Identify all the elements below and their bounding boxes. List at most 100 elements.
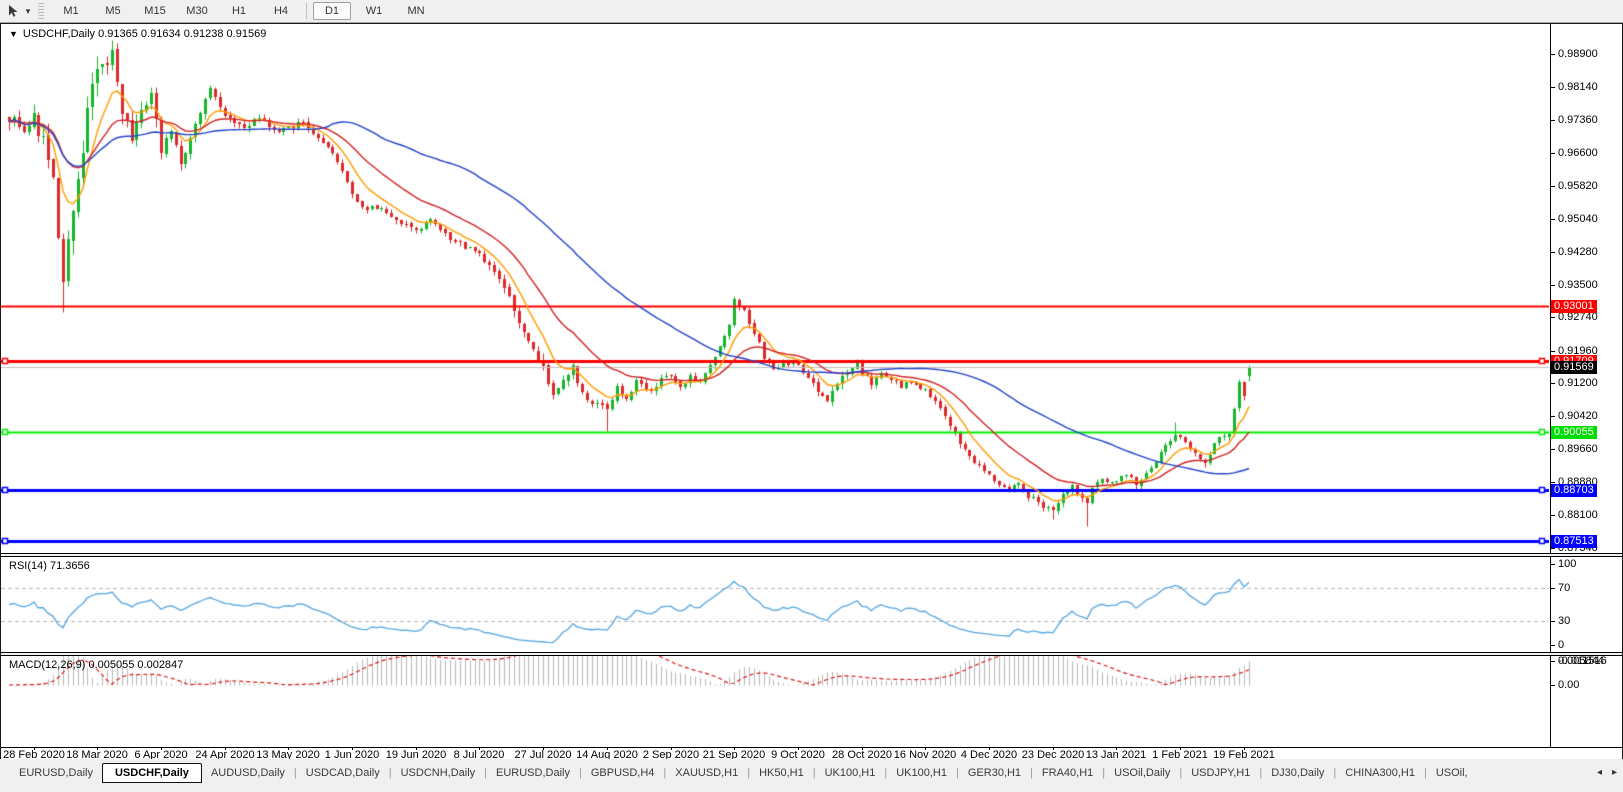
tick-dash: [1551, 251, 1555, 253]
symbol-tab-fra40-h1[interactable]: FRA40,H1: [1041, 767, 1094, 779]
symbol-tab-hk50-h1[interactable]: HK50,H1: [759, 767, 804, 779]
tick-dash: [1551, 54, 1555, 56]
symbol-tab-usoil-[interactable]: USOil,: [1435, 767, 1468, 779]
symbol-tab-eurusd-daily[interactable]: EURUSD,Daily: [496, 767, 570, 779]
timeframe-button-d1[interactable]: D1: [313, 2, 351, 20]
rsi-canvas[interactable]: [1, 557, 1549, 652]
rsi-pane: RSI(14) 71.3656: [1, 556, 1550, 653]
tick-dash: [1551, 86, 1555, 88]
tab-separator: |: [1333, 767, 1337, 779]
macd-canvas[interactable]: [1, 656, 1549, 747]
date-label: 1 Feb 2021: [1152, 749, 1208, 761]
symbol-tab-audusd-daily[interactable]: AUDUSD,Daily: [210, 767, 285, 779]
tab-separator: |: [1179, 767, 1183, 779]
timeframe-button-mn[interactable]: MN: [407, 5, 425, 17]
tab-separator: |: [663, 767, 667, 779]
tick-dash: [1551, 482, 1555, 484]
time-tick: [479, 747, 480, 750]
symbol-tab-uk100-h1[interactable]: UK100,H1: [896, 767, 947, 779]
tick-dash: [1551, 317, 1555, 319]
symbol-tab-china300-h1[interactable]: CHINA300,H1: [1345, 767, 1415, 779]
price-scale-rsi[interactable]: 100 70 30 0: [1550, 556, 1622, 653]
tab-separator: |: [1030, 767, 1033, 779]
date-label: 19 Feb 2021: [1213, 749, 1275, 761]
symbol-tab-uk100-h1[interactable]: UK100,H1: [824, 767, 876, 779]
timeframe-button-m1[interactable]: M1: [63, 5, 79, 17]
timeframe-button-m5[interactable]: M5: [105, 5, 121, 17]
toolbar-dropdown-arrow-icon[interactable]: ▾: [25, 5, 31, 16]
tick-dash: [1551, 416, 1555, 418]
toolbar-separator: [306, 3, 307, 19]
date-label: 24 Apr 2020: [195, 749, 255, 761]
time-tick: [1244, 747, 1245, 750]
tick-dash: [1551, 448, 1555, 450]
time-tick: [862, 747, 863, 750]
tab-scroll-right-icon[interactable]: ▸: [1611, 767, 1617, 778]
time-tick: [925, 747, 926, 750]
time-tick: [225, 747, 226, 750]
tab-separator: |: [1259, 767, 1263, 779]
tick-dash: [1551, 120, 1555, 122]
time-scale[interactable]: 28 Feb 2020 18 Mar 2020 6 Apr 2020 24 Apr 2…: [1, 747, 1622, 761]
timeframe-button-m15[interactable]: M15: [144, 5, 166, 17]
symbol-tab-usoil-daily[interactable]: USOil,Daily: [1114, 767, 1171, 779]
symbol-tab-dj30-daily[interactable]: DJ30,Daily: [1271, 767, 1325, 779]
tick-dash: [1551, 383, 1555, 385]
symbol-tab-eurusd-daily[interactable]: EURUSD,Daily: [19, 767, 93, 779]
timeframe-button-m30[interactable]: M30: [186, 5, 208, 17]
symbol-tab-usdcnh-daily[interactable]: USDCNH,Daily: [400, 767, 476, 779]
date-label: 6 Apr 2020: [134, 749, 188, 761]
timeframe-button-h4[interactable]: H4: [273, 5, 289, 17]
time-tick: [352, 747, 353, 750]
time-tick: [97, 747, 98, 750]
tick-dash: [1551, 185, 1555, 187]
price-chart-canvas[interactable]: [1, 24, 1549, 552]
symbol-tabbar: EURUSD,Daily USDCHF,Daily AUDUSD,Daily | USD…: [0, 759, 1623, 792]
price-level-badge: 0.90055: [1551, 425, 1597, 439]
rsi-label: RSI(14) 71.3656: [9, 560, 90, 572]
time-tick: [1116, 747, 1117, 750]
time-tick: [989, 747, 990, 750]
price-scale-main[interactable]: 0.98900 0.98140 0.97360 0.96600 0.95820 0.950…: [1550, 24, 1622, 554]
time-tick: [288, 747, 289, 750]
date-label: 9 Oct 2020: [771, 749, 825, 761]
symbol-tab-usdchf-daily[interactable]: USDCHF,Daily: [101, 763, 202, 783]
macd-pane: MACD(12,26,9) 0.005055 0.002847: [1, 655, 1550, 748]
tab-separator: |: [578, 767, 582, 779]
symbol-tab-usdjpy-h1[interactable]: USDJPY,H1: [1191, 767, 1251, 779]
date-label: 27 Jul 2020: [514, 749, 572, 761]
chart-window: ▼ USDCHF,Daily 0.91365 0.91634 0.91238 0.…: [0, 23, 1623, 761]
tick-dash: [1551, 547, 1555, 549]
tick-dash: [1551, 152, 1555, 154]
price-level-badge: 0.93001: [1551, 300, 1597, 314]
tick-dash: [1551, 284, 1555, 286]
collapse-arrow-icon[interactable]: ▼: [9, 29, 18, 39]
date-label: 2 Sep 2020: [642, 749, 700, 761]
tick-dash: [1551, 620, 1555, 622]
tab-separator: |: [388, 767, 392, 779]
chart-title-text: USDCHF,Daily 0.91365 0.91634 0.91238 0.9…: [22, 28, 267, 40]
price-scale-macd[interactable]: 0.005844 0.00 -0.011516: [1550, 655, 1622, 748]
date-label: 14 Aug 2020: [576, 749, 638, 761]
tick-dash: [1551, 661, 1555, 662]
symbol-tab-gbpusd-h4[interactable]: GBPUSD,H4: [590, 767, 655, 779]
tab-scroll-left-icon[interactable]: ◂: [1596, 767, 1602, 778]
tab-separator: |: [747, 767, 751, 779]
date-label: 8 Jul 2020: [453, 749, 505, 761]
time-tick: [607, 747, 608, 750]
tick-dash: [1551, 350, 1555, 352]
toolbar-drag-grip[interactable]: [38, 3, 44, 19]
date-label: 28 Oct 2020: [832, 749, 892, 761]
symbol-tab-ger30-h1[interactable]: GER30,H1: [967, 767, 1022, 779]
timeframe-button-h1[interactable]: H1: [231, 5, 247, 17]
time-tick: [416, 747, 417, 750]
symbol-tab-usdcad-daily[interactable]: USDCAD,Daily: [305, 767, 380, 779]
symbol-tab-xauusd-h1[interactable]: XAUUSD,H1: [675, 767, 739, 779]
time-tick: [671, 747, 672, 750]
time-tick: [734, 747, 735, 750]
tick-dash: [1551, 588, 1555, 590]
cursor-tool-icon[interactable]: [4, 2, 22, 20]
tab-separator: |: [956, 767, 959, 779]
timeframe-button-w1[interactable]: W1: [365, 5, 383, 17]
